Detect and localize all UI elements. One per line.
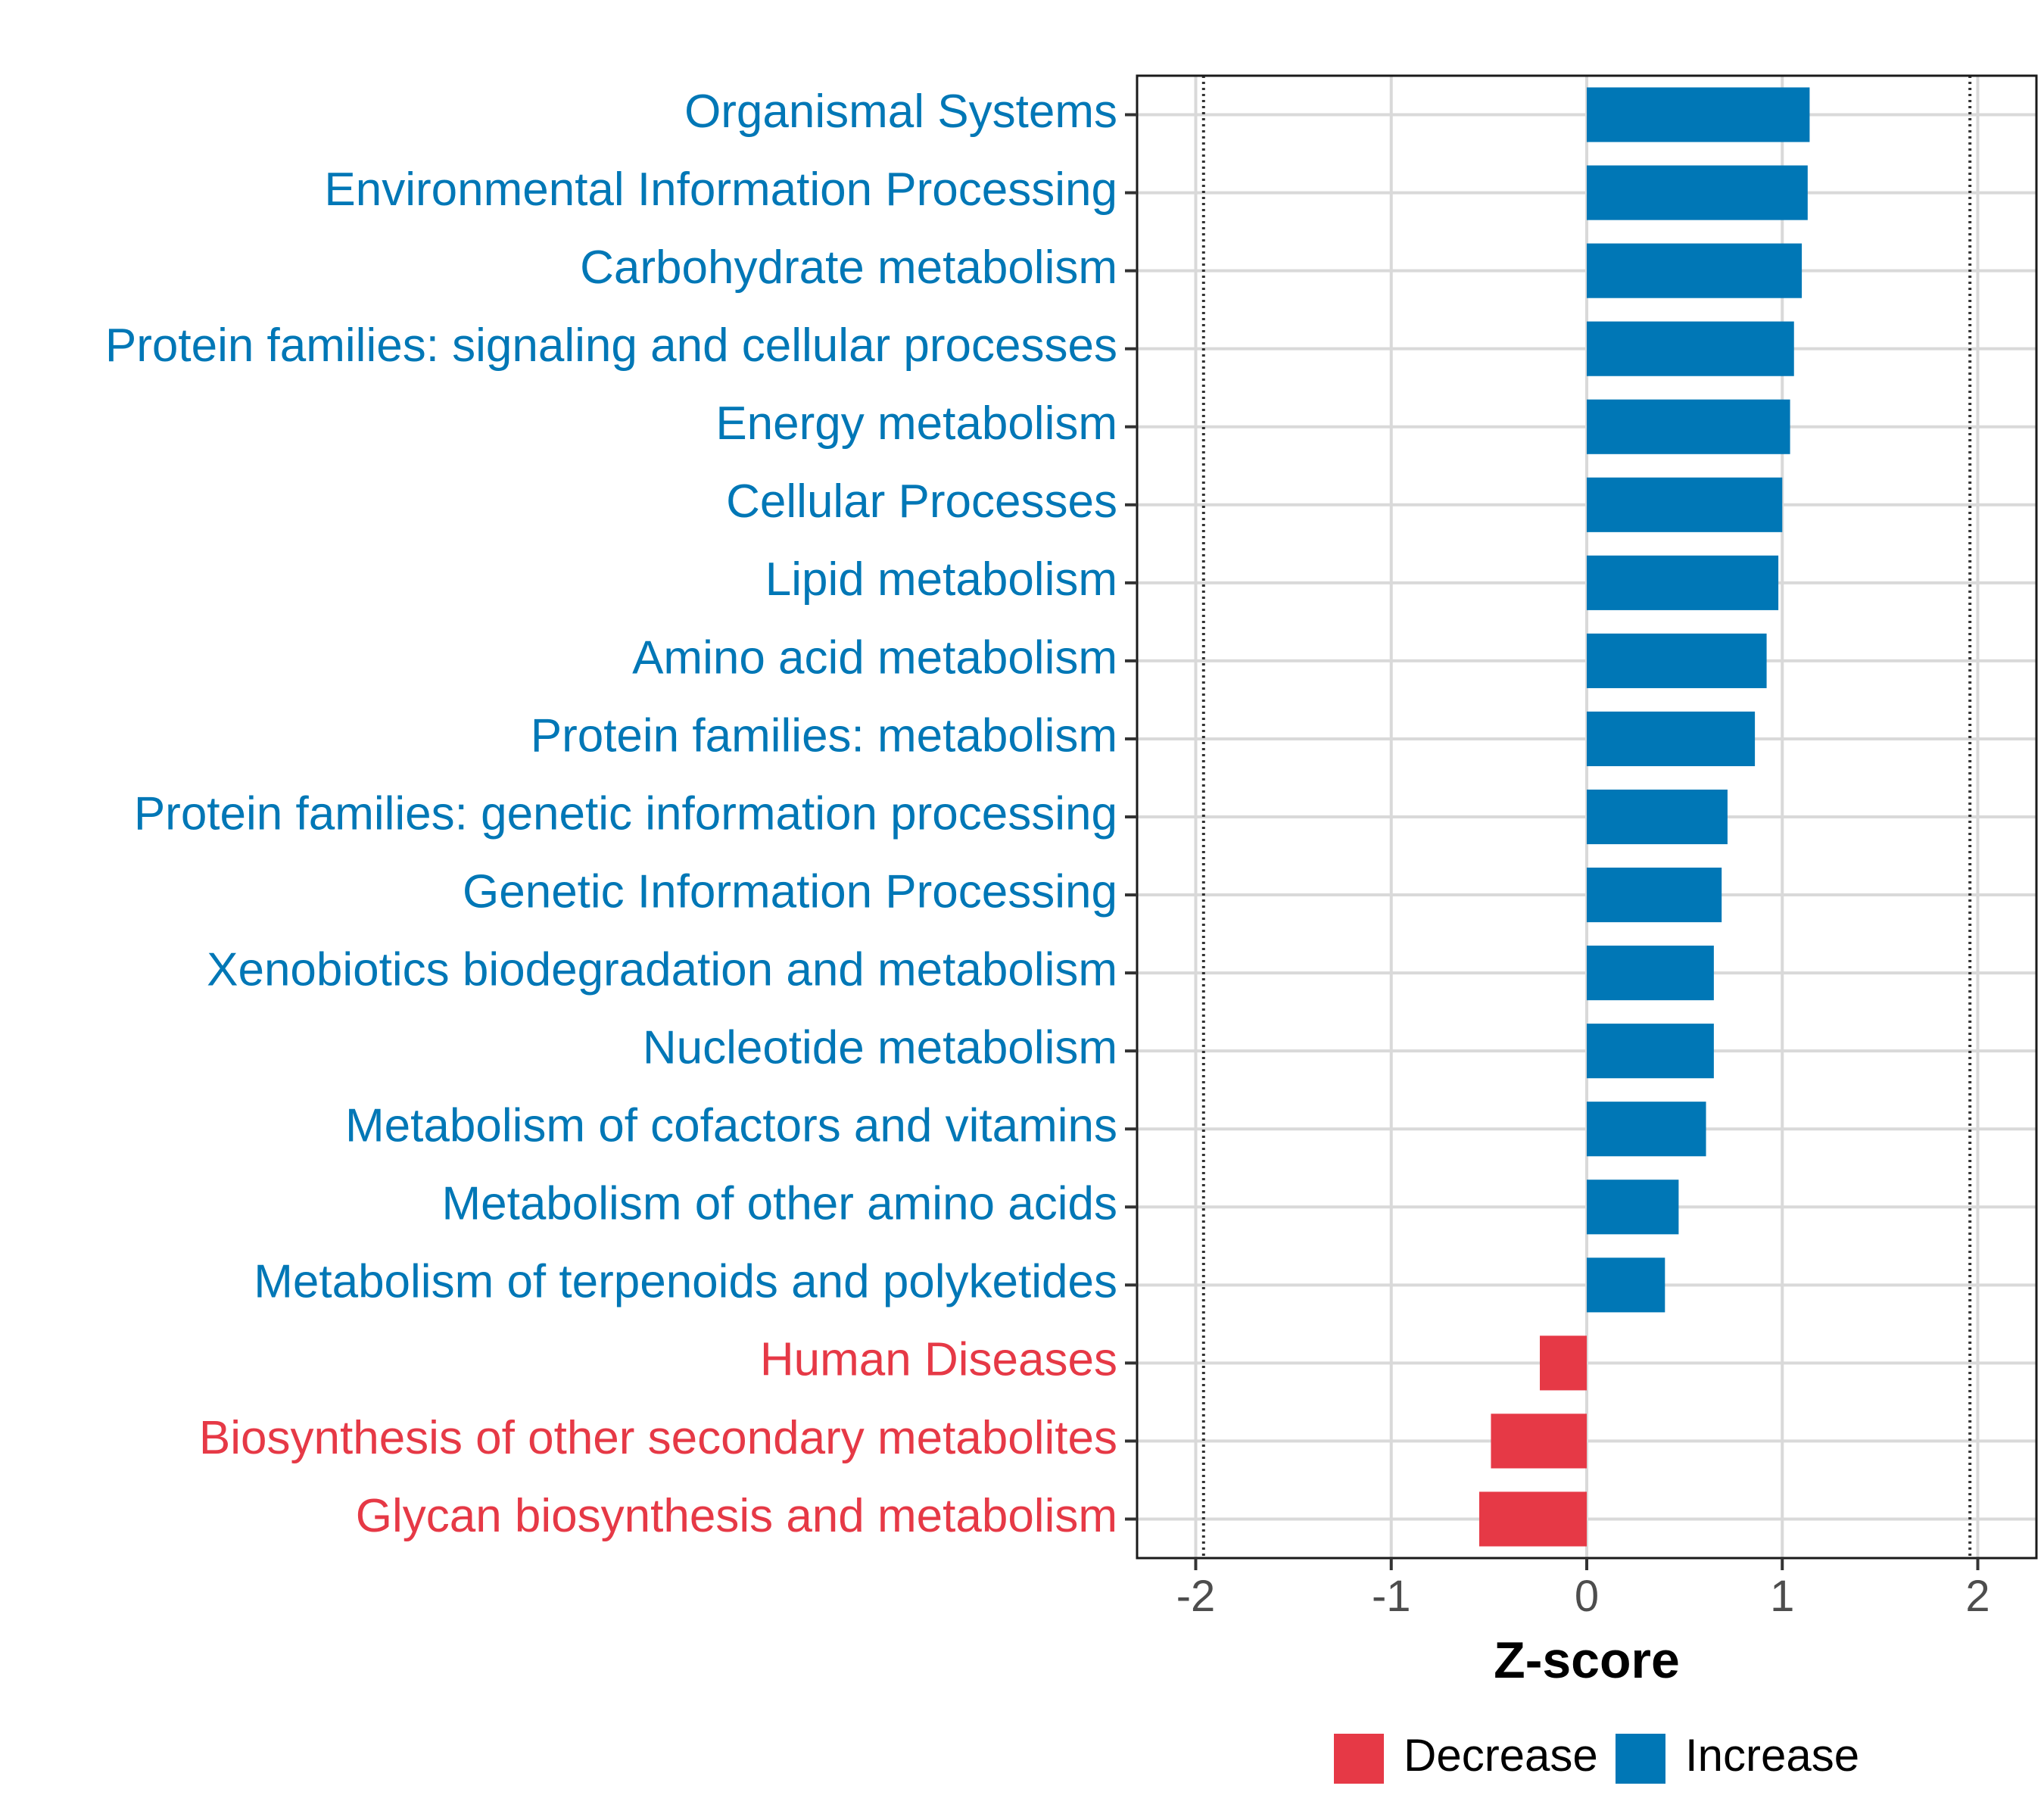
legend-label: Increase xyxy=(1685,1730,1859,1781)
x-tick-label: -1 xyxy=(1372,1572,1411,1621)
x-axis-title: Z-score xyxy=(1494,1632,1680,1689)
legend: Decrease Increase xyxy=(1334,1730,1859,1784)
category-label: Environmental Information Processing xyxy=(324,164,1117,216)
bar xyxy=(1540,1335,1587,1391)
bar xyxy=(1587,1102,1706,1157)
category-label: Energy metabolism xyxy=(715,397,1117,450)
bars xyxy=(1478,87,1810,1547)
bar xyxy=(1587,1180,1679,1235)
bar xyxy=(1587,399,1790,454)
category-label: Biosynthesis of other secondary metaboli… xyxy=(199,1412,1117,1464)
bar xyxy=(1587,555,1779,610)
category-label: Amino acid metabolism xyxy=(632,631,1117,684)
category-label: Cellular Processes xyxy=(726,475,1117,528)
category-label: Carbohydrate metabolism xyxy=(580,242,1117,294)
x-tick-label: -2 xyxy=(1176,1572,1216,1621)
category-label: Lipid metabolism xyxy=(765,553,1117,606)
bar xyxy=(1587,1258,1665,1313)
category-label: Metabolism of other amino acids xyxy=(441,1178,1117,1230)
bar xyxy=(1587,633,1767,688)
bar xyxy=(1491,1413,1587,1469)
bar xyxy=(1587,165,1808,220)
category-label: Protein families: metabolism xyxy=(531,709,1117,762)
x-tick-label: 0 xyxy=(1575,1572,1599,1621)
bar xyxy=(1587,1024,1714,1079)
y-axis-ticks: Organismal Systems Environmental Informat… xyxy=(105,86,1137,1542)
category-label: Nucleotide metabolism xyxy=(643,1022,1117,1074)
bar xyxy=(1587,243,1803,298)
reference-lines xyxy=(1201,76,1972,1558)
category-label: Metabolism of terpenoids and polyketides xyxy=(254,1256,1117,1308)
bar xyxy=(1587,477,1783,532)
bar xyxy=(1478,1491,1587,1547)
x-tick-label: 2 xyxy=(1965,1572,1989,1621)
x-tick-label: 1 xyxy=(1770,1572,1794,1621)
bar xyxy=(1587,87,1810,142)
bar xyxy=(1587,711,1756,767)
category-label: Glycan biosynthesis and metabolism xyxy=(356,1490,1117,1542)
bar xyxy=(1587,867,1722,923)
category-label: Genetic Information Processing xyxy=(463,865,1117,918)
bar xyxy=(1587,946,1714,1001)
x-axis-ticks: -2 -1 0 1 2 xyxy=(1176,1558,1990,1621)
legend-key xyxy=(1616,1734,1665,1784)
legend-key xyxy=(1334,1734,1384,1784)
bar xyxy=(1587,321,1794,376)
bar xyxy=(1587,789,1728,845)
category-label: Protein families: signaling and cellular… xyxy=(105,319,1117,372)
category-label: Protein families: genetic information pr… xyxy=(134,787,1117,840)
legend-label: Decrease xyxy=(1404,1730,1598,1781)
category-label: Metabolism of cofactors and vitamins xyxy=(345,1100,1117,1152)
category-label: Organismal Systems xyxy=(684,86,1117,138)
category-label: Xenobiotics biodegradation and metabolis… xyxy=(207,943,1117,996)
category-label: Human Diseases xyxy=(760,1334,1117,1386)
